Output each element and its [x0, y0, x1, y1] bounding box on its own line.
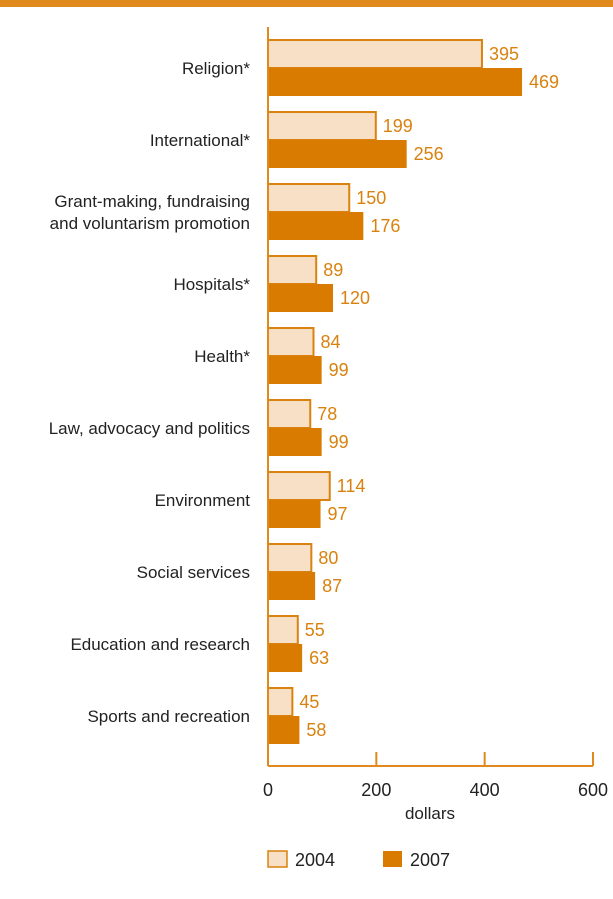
value-label: 84: [321, 332, 341, 352]
bar-2007: [268, 140, 407, 168]
value-label: 63: [309, 648, 329, 668]
value-label: 58: [306, 720, 326, 740]
bar-2004: [267, 399, 312, 429]
value-label: 114: [337, 476, 366, 496]
value-label: 256: [414, 144, 444, 164]
legend-swatch-2004: [267, 850, 288, 868]
value-label: 150: [356, 188, 386, 208]
category-label: Education and research: [70, 635, 250, 654]
value-label: 89: [323, 260, 343, 280]
bar-2004: [267, 687, 294, 717]
legend: 2004 2007: [267, 850, 450, 870]
bar-2007: [268, 644, 303, 672]
category-label: Law, advocacy and politics: [49, 419, 250, 438]
category-label: Hospitals*: [173, 275, 250, 294]
bar-2004: [267, 543, 313, 573]
bar-2004: [267, 39, 483, 69]
value-label: 80: [318, 548, 338, 568]
category-label: Environment: [155, 491, 251, 510]
value-label: 99: [329, 432, 349, 452]
value-label: 97: [328, 504, 348, 524]
value-label: 120: [340, 288, 370, 308]
bar-2004: [267, 183, 351, 213]
value-label: 395: [489, 44, 519, 64]
category-label: Health*: [194, 347, 250, 366]
category-label: and voluntarism promotion: [50, 214, 250, 233]
value-label: 99: [329, 360, 349, 380]
legend-swatch-2007: [383, 851, 402, 867]
x-tick-label: 0: [263, 780, 273, 800]
value-label: 176: [370, 216, 400, 236]
category-label: Grant-making, fundraising: [54, 192, 250, 211]
value-label: 87: [322, 576, 342, 596]
value-label: 45: [299, 692, 319, 712]
value-label: 469: [529, 72, 559, 92]
bar-2004: [267, 615, 299, 645]
category-label: Social services: [137, 563, 250, 582]
bar-2004: [267, 327, 315, 357]
bar-2007: [268, 428, 322, 456]
value-label: 78: [317, 404, 337, 424]
bar-2007: [268, 572, 316, 600]
bar-2007: [268, 716, 300, 744]
category-label: Sports and recreation: [87, 707, 250, 726]
x-tick-label: 400: [470, 780, 500, 800]
top-rule: [0, 0, 613, 7]
value-label: 199: [383, 116, 413, 136]
bar-2004: [267, 111, 377, 141]
bar-2007: [268, 500, 321, 528]
bar-2007: [268, 212, 364, 240]
bar-2007: [268, 284, 333, 312]
x-ticks: 0 200 400 600: [263, 752, 608, 800]
value-label: 55: [305, 620, 325, 640]
x-tick-label: 200: [361, 780, 391, 800]
x-axis-label: dollars: [405, 804, 455, 823]
bar-2007: [268, 356, 322, 384]
bar-2004: [267, 255, 318, 285]
x-tick-label: 600: [578, 780, 608, 800]
category-label: Religion*: [182, 59, 250, 78]
legend-label: 2007: [410, 850, 450, 870]
bar-2007: [268, 68, 523, 96]
legend-label: 2004: [295, 850, 335, 870]
category-label: International*: [150, 131, 251, 150]
bar-2004: [267, 471, 331, 501]
